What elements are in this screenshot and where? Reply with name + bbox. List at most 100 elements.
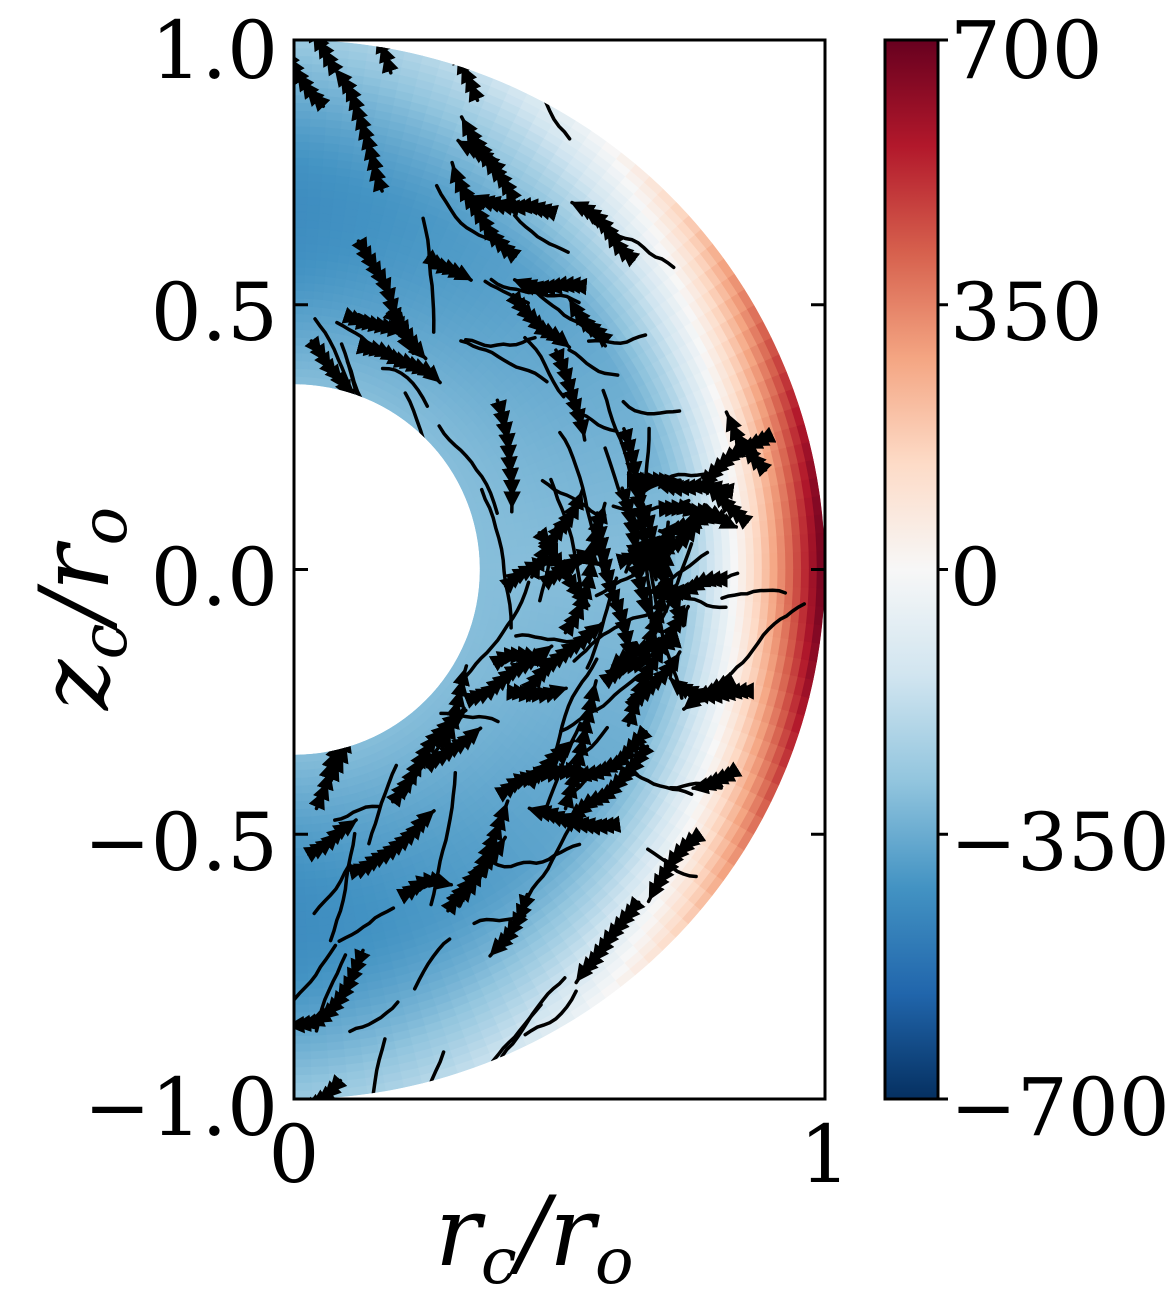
heatmap-cell: [294, 1043, 312, 1053]
heatmap-cell: [619, 545, 630, 559]
heatmap-cell: [310, 1058, 330, 1068]
heatmap-cell: [760, 585, 771, 604]
heatmap-cell: [807, 586, 818, 607]
heatmap-cell: [348, 1085, 369, 1097]
heatmap-cell: [304, 886, 318, 896]
heatmap-cell: [310, 815, 322, 826]
heatmap-cell: [486, 582, 496, 591]
heatmap-cell: [315, 251, 328, 262]
heatmap-cell: [729, 538, 739, 555]
heatmap-cell: [791, 586, 802, 606]
heatmap-cell: [294, 47, 313, 57]
heatmap-cell: [556, 587, 566, 599]
heatmap-cell: [713, 539, 724, 556]
heatmap-cell: [301, 329, 312, 339]
heatmap-cell: [294, 141, 310, 151]
heatmap-cell: [737, 569, 748, 586]
heatmap-cell: [611, 534, 621, 548]
heatmap-cell: [581, 558, 591, 570]
heatmap-cell: [300, 753, 308, 763]
x-axis-label: rc/ro: [435, 1176, 634, 1293]
y-tick-label-2: 0.5: [151, 266, 278, 359]
heatmap-cell: [320, 306, 332, 317]
heatmap-cell: [301, 800, 312, 810]
heatmap-cell: [294, 227, 307, 237]
heatmap-cell: [308, 141, 325, 151]
heatmap-cell: [294, 55, 313, 65]
heatmap-cell: [478, 581, 488, 591]
heatmap-cell: [300, 777, 310, 787]
heatmap-cell: [683, 569, 693, 584]
heatmap-cell: [304, 235, 318, 245]
heatmap-cell: [813, 513, 825, 534]
heatmap-cell: [309, 329, 320, 339]
heatmap-cell: [556, 540, 566, 552]
heatmap-cell: [302, 816, 313, 826]
colorbar-tick-label-0: 0: [950, 531, 1001, 624]
heatmap-cell: [294, 863, 306, 873]
heatmap-cell: [294, 887, 306, 897]
heatmap-cell: [317, 908, 332, 919]
heatmap-cell: [294, 352, 303, 362]
colorbar: [883, 38, 940, 1101]
heatmap-cell: [294, 902, 307, 912]
heatmap-cell: [294, 1082, 313, 1092]
heatmap-cell: [626, 592, 637, 606]
heatmap-cell: [314, 870, 327, 880]
heatmap-cell: [307, 956, 323, 967]
heatmap-cell: [579, 538, 590, 550]
heatmap-cell: [555, 596, 566, 608]
heatmap-cell: [800, 569, 810, 588]
heatmap-cell: [516, 536, 527, 547]
heatmap-cell: [304, 243, 318, 253]
heatmap-cell: [304, 258, 317, 269]
heatmap-cell: [294, 188, 308, 198]
heatmap-cell: [303, 266, 316, 276]
heatmap-cell: [769, 552, 779, 570]
heatmap-cell: [294, 1035, 312, 1045]
heatmap-cell: [800, 551, 810, 570]
heatmap-cell: [524, 535, 534, 546]
heatmap-cell: [611, 546, 622, 559]
y-tick-label-1: 1.0: [151, 4, 278, 97]
heatmap-cell: [294, 102, 311, 112]
heatmap-cell: [294, 973, 309, 983]
heatmap-cell: [294, 156, 309, 166]
heatmap-cell: [811, 495, 823, 516]
heatmap-cell: [306, 376, 315, 386]
heatmap-cell: [294, 289, 305, 299]
heatmap-cell: [294, 1004, 310, 1014]
heatmap-cell: [486, 548, 496, 557]
heatmap-cell: [531, 534, 542, 545]
heatmap-cell: [478, 555, 489, 564]
x-tick-label-1: 1: [800, 1108, 851, 1201]
heatmap-cell: [478, 548, 488, 558]
heatmap-cell: [815, 587, 825, 607]
heatmap-cell: [784, 586, 794, 605]
heatmap-cell: [310, 71, 330, 81]
heatmap-cell: [485, 589, 495, 598]
heatmap-cell: [310, 78, 329, 89]
heatmap-cell: [294, 360, 302, 370]
heatmap-cell: [315, 877, 328, 888]
heatmap-cell: [294, 172, 309, 182]
heatmap-cell: [313, 282, 325, 293]
heatmap-cell: [311, 831, 323, 841]
heatmap-cell: [306, 204, 320, 214]
heatmap-cell: [310, 1042, 329, 1053]
heatmap-cell: [479, 569, 489, 577]
heatmap-cell: [307, 172, 323, 183]
heatmap-cell: [307, 164, 323, 175]
y-axis-label: zc/ro: [19, 507, 142, 711]
heatmap-cell: [792, 569, 802, 588]
heatmap-cell: [486, 575, 496, 584]
heatmap-cell: [294, 344, 303, 354]
heatmap-cell: [308, 988, 325, 998]
heatmap-cell: [294, 211, 307, 221]
heatmap-cell: [302, 824, 313, 834]
heatmap-cell: [510, 561, 520, 570]
heatmap-cell: [294, 274, 305, 284]
heatmap-cell: [294, 965, 309, 975]
